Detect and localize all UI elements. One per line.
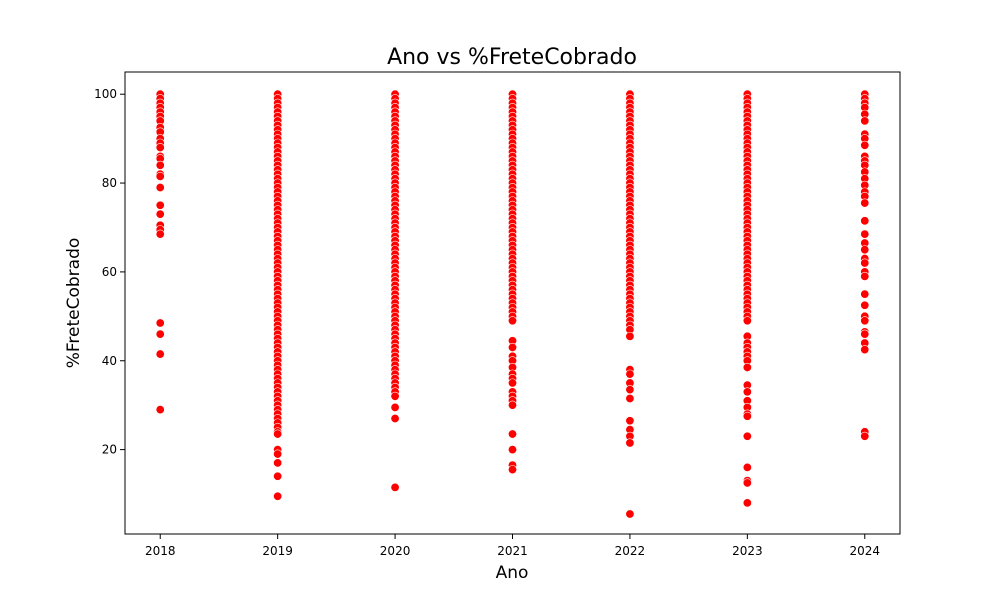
data-point	[625, 394, 635, 404]
data-point	[155, 171, 165, 181]
data-point	[625, 369, 635, 379]
data-point	[273, 458, 283, 468]
x-tick-label: 2022	[615, 544, 646, 558]
data-point	[155, 200, 165, 210]
data-point	[155, 183, 165, 193]
data-point	[860, 300, 870, 310]
data-point	[860, 116, 870, 126]
x-tick-label: 2019	[262, 544, 293, 558]
data-point	[625, 416, 635, 426]
data-point	[860, 431, 870, 441]
data-point	[390, 402, 400, 412]
data-point	[625, 438, 635, 448]
y-axis-label: %FreteCobrado	[64, 238, 84, 369]
data-point	[273, 429, 283, 439]
data-point	[155, 160, 165, 170]
data-point	[155, 405, 165, 415]
x-axis-ticks: 2018 2019 2020 2021 2022 2023 2024	[145, 534, 880, 558]
data-point	[507, 445, 517, 455]
x-axis-label: Ano	[496, 563, 529, 583]
x-tick-label: 2021	[497, 544, 528, 558]
data-points	[155, 89, 870, 519]
data-point	[390, 482, 400, 492]
data-point	[860, 271, 870, 281]
data-point	[742, 462, 752, 472]
data-point	[860, 289, 870, 299]
data-point	[273, 491, 283, 501]
chart-title: Ano vs %FreteCobrado	[387, 45, 637, 70]
data-point	[507, 465, 517, 475]
data-point	[625, 331, 635, 341]
data-point	[742, 478, 752, 488]
data-point	[860, 140, 870, 150]
y-tick-label: 20	[102, 443, 117, 457]
data-point	[625, 385, 635, 395]
x-tick-label: 2018	[145, 544, 176, 558]
x-tick-label: 2023	[732, 544, 763, 558]
data-point	[860, 345, 870, 355]
data-point	[507, 400, 517, 410]
data-point	[860, 245, 870, 255]
data-point	[155, 349, 165, 359]
y-tick-label: 60	[102, 265, 117, 279]
data-point	[860, 316, 870, 326]
data-point	[155, 143, 165, 153]
data-point	[625, 509, 635, 519]
data-point	[742, 387, 752, 397]
x-tick-label: 2024	[849, 544, 880, 558]
data-point	[507, 316, 517, 326]
data-point	[860, 229, 870, 239]
y-tick-label: 40	[102, 354, 117, 368]
data-point	[273, 449, 283, 459]
data-point	[155, 318, 165, 328]
data-point	[155, 329, 165, 339]
data-point	[507, 378, 517, 388]
data-point	[860, 216, 870, 226]
data-point	[860, 258, 870, 268]
y-axis-ticks: 20 40 60 80 100	[94, 87, 125, 457]
data-point	[155, 209, 165, 219]
data-point	[507, 429, 517, 439]
data-point	[155, 229, 165, 239]
data-point	[860, 198, 870, 208]
data-point	[742, 362, 752, 372]
y-tick-label: 100	[94, 87, 117, 101]
x-tick-label: 2020	[380, 544, 411, 558]
data-point	[273, 471, 283, 481]
data-point	[507, 342, 517, 352]
data-point	[390, 413, 400, 423]
data-point	[742, 431, 752, 441]
data-point	[742, 411, 752, 421]
y-tick-label: 80	[102, 176, 117, 190]
data-point	[742, 316, 752, 326]
data-point	[860, 329, 870, 339]
data-point	[390, 391, 400, 401]
data-point	[742, 498, 752, 508]
